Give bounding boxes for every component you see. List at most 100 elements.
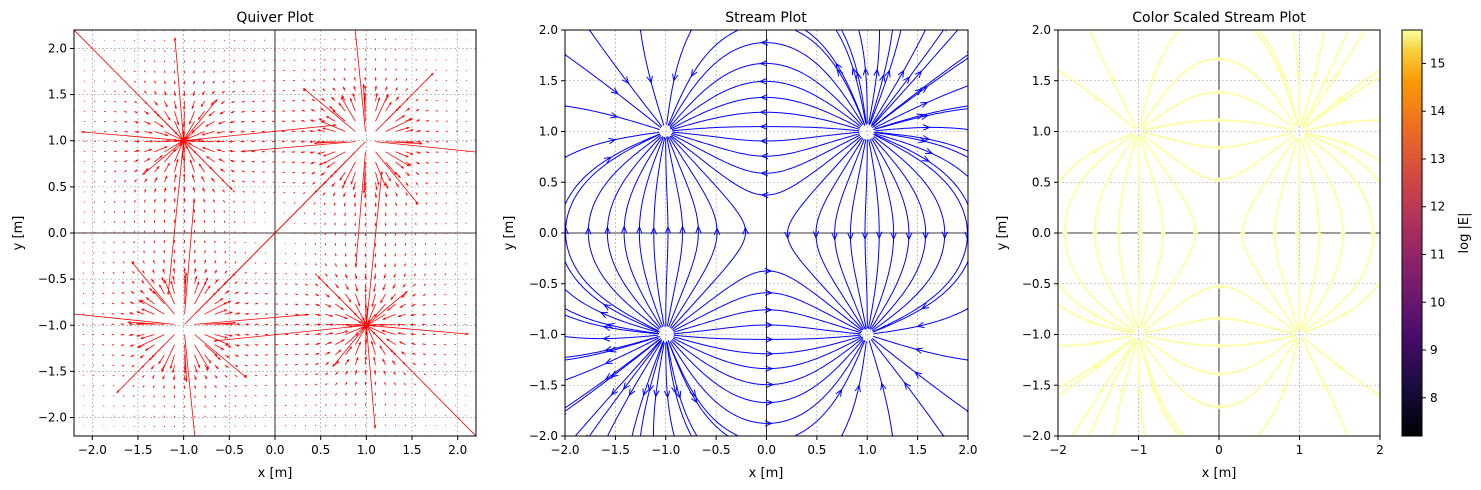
quiver-arrow [103,160,107,163]
streamline [1058,335,1134,347]
quiver-arrow [394,382,396,386]
quiver-arrow [382,358,386,366]
quiver-arrow [251,160,255,163]
quiver-arrow [224,405,227,408]
color-stream-lines [1058,30,1380,436]
streamline [872,136,948,332]
quiver-arrow [405,182,409,187]
x-axis-label: x [m] [749,466,784,481]
quiver-arrow [224,290,230,295]
quiver-arrow [284,273,287,275]
streamline [1058,132,1135,184]
quiver-arrow [143,395,145,398]
streamline [873,105,968,131]
quiver-arrow [113,221,115,223]
quiver-arrow [214,405,217,408]
quiver-arrow [305,313,310,316]
quiver-arrow [343,192,346,198]
quiver-arrow [315,323,321,326]
quiver-arrow [392,283,396,289]
quiver-arrow [382,313,396,320]
quiver-arrow [113,90,116,93]
streamline [869,30,902,125]
quiver-arrow [164,90,167,96]
quiver-arrow [344,233,347,236]
quiver-arrow [194,425,196,428]
quiver-arrow [425,222,427,225]
quiver-arrow [365,424,367,426]
stream-arrow [603,156,613,164]
quiver-arrow [194,313,308,325]
quiver-arrow [214,364,219,370]
quiver-arrow [251,120,255,123]
chart-title: Stream Plot [725,10,807,26]
streamline [565,131,660,158]
quiver-arrow [415,202,418,206]
quiver-arrow [141,279,145,284]
stream-arrow [622,76,630,85]
quiver-arrow [354,48,356,51]
quiver-arrow [103,251,105,254]
quiver-arrow [324,273,328,277]
quiver-arrow [284,283,288,285]
stream-arrow [602,335,611,342]
streamline [796,340,866,436]
quiver-arrow [324,253,327,256]
streamline [1302,30,1367,127]
quiver-arrow [173,405,175,408]
quiver-arrow [114,110,117,113]
streamline [565,133,661,332]
quiver-arrow [124,120,128,123]
stream-arrow [925,148,934,155]
quiver-arrow [102,323,105,325]
quiver-arrow [244,354,249,357]
stream-arrow [764,289,773,296]
x-axis-ticks: −2 −1 0 1 2 [1049,436,1384,457]
quiver-arrow [233,39,236,42]
stream-arrow [1336,96,1344,103]
quiver-arrow [444,374,447,376]
quiver-arrow [304,414,307,417]
quiver-arrow [244,302,249,305]
quiver-arrow [405,140,415,144]
stream-arrow [920,102,929,109]
stream-arrow [558,357,565,362]
stream-arrow [1272,231,1278,239]
quiver-arrow [244,415,247,417]
quiver-arrow [244,395,247,397]
quiver-arrow [304,233,306,235]
quiver-arrow [354,58,356,61]
stream-arrow [622,382,630,391]
quiver-arrow [404,414,407,416]
quiver-arrow [144,110,149,115]
stream-arrow [565,156,568,159]
quiver-arrow [294,293,298,296]
quiver-arrow [174,50,175,52]
quiver-arrow [174,60,176,63]
stream-arrow [851,67,858,76]
streamline [672,336,863,372]
stream-arrow [610,370,619,378]
quiver-arrow [455,161,458,163]
quiver-arrow [153,220,156,223]
quiver-arrow [133,405,135,407]
stream-arrow [653,389,660,398]
quiver-arrow [354,38,356,41]
quiver-arrow [131,280,135,285]
quiver-arrow [314,283,319,287]
quiver-arrow [310,119,316,122]
streamline [872,30,959,126]
quiver-arrow [223,39,226,42]
quiver-arrow [93,80,96,82]
stream-arrow [879,73,886,82]
quiver-arrow [292,181,296,184]
quiver-arrow [321,98,326,102]
quiver-arrow [262,110,265,113]
quiver-arrow [121,344,125,346]
quiver-arrow [385,77,387,81]
x-tick-label: −1 [1130,443,1148,457]
quiver-arrow [285,313,289,316]
quiver-arrow [399,341,406,346]
stream-arrow [862,67,870,76]
quiver-arrow [223,70,226,73]
